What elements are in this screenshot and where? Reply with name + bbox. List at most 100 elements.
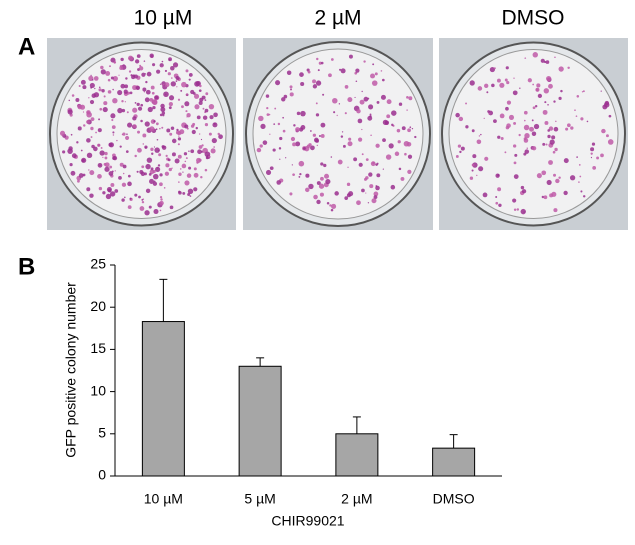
colony [380, 70, 383, 72]
colony [523, 138, 529, 143]
colony [340, 135, 344, 138]
colony [388, 143, 394, 149]
panel-label: A [18, 33, 35, 60]
colony [344, 196, 349, 200]
colony [365, 176, 369, 180]
colony [368, 104, 374, 110]
colony [198, 100, 203, 106]
colony [542, 142, 546, 146]
colony [368, 172, 373, 177]
colony [375, 143, 380, 148]
colony [171, 152, 176, 157]
colony [144, 97, 150, 103]
colony [90, 126, 94, 131]
colony [153, 208, 159, 215]
colony [158, 153, 162, 157]
colony [369, 184, 374, 189]
colony [458, 116, 464, 122]
colony [347, 97, 353, 103]
colony [186, 113, 191, 118]
colony [548, 83, 553, 89]
colony [334, 191, 339, 196]
colony [168, 102, 173, 107]
colony [281, 97, 286, 102]
colony [367, 202, 370, 204]
colony [455, 155, 459, 158]
colony [375, 185, 380, 191]
colony [140, 171, 146, 177]
colony [576, 95, 580, 98]
colony [483, 117, 485, 120]
colony [148, 173, 152, 176]
colony [118, 74, 120, 76]
colony [112, 88, 114, 91]
colony [499, 113, 505, 119]
colony [496, 78, 501, 83]
colony [465, 125, 469, 129]
colony [152, 105, 156, 110]
colony [187, 188, 194, 194]
colony [299, 173, 302, 176]
colony [320, 162, 324, 166]
colony [523, 110, 528, 115]
colony [279, 158, 281, 160]
x-axis-label: CHIR99021 [271, 513, 344, 529]
colony [193, 93, 200, 99]
colony [151, 99, 158, 105]
colony [532, 83, 535, 86]
colony [342, 144, 346, 148]
y-tick-label: 5 [98, 425, 106, 441]
colony [269, 166, 274, 171]
colony [534, 105, 538, 108]
y-tick-label: 15 [90, 340, 106, 356]
colony [548, 160, 553, 165]
colony [407, 154, 413, 159]
colony [292, 142, 297, 147]
colony [154, 147, 160, 153]
colony [111, 118, 114, 122]
colony [213, 146, 215, 148]
colony [386, 99, 392, 105]
colony [357, 118, 363, 124]
colony [347, 141, 353, 147]
error-bar [449, 434, 458, 449]
colony [580, 117, 584, 121]
colony [89, 170, 95, 176]
colony [118, 175, 122, 180]
colony [558, 176, 561, 179]
colony [363, 60, 366, 63]
colony [177, 143, 180, 146]
colony [523, 124, 530, 131]
colony [161, 145, 165, 149]
colony [569, 175, 576, 181]
colony [129, 91, 133, 95]
colony [121, 100, 124, 103]
colony [529, 126, 534, 132]
colony [258, 115, 264, 122]
colony [97, 174, 102, 179]
colony [307, 70, 311, 74]
colony [532, 106, 536, 110]
colony [78, 173, 84, 178]
colony [177, 154, 182, 159]
colony [513, 161, 517, 165]
colony [99, 150, 105, 156]
colony [567, 123, 571, 128]
colony [159, 209, 162, 212]
colony [486, 91, 489, 94]
colony [161, 60, 164, 63]
colony [329, 204, 332, 207]
colony [105, 71, 111, 76]
colony [145, 80, 148, 84]
colony [178, 191, 182, 195]
colony [199, 97, 204, 102]
colony [586, 120, 589, 123]
colony [315, 80, 322, 86]
colony [202, 107, 205, 110]
colony [137, 106, 143, 111]
colony [363, 96, 369, 102]
colony [177, 98, 181, 101]
colony [170, 126, 175, 130]
colony [286, 70, 292, 75]
colony [86, 120, 90, 124]
